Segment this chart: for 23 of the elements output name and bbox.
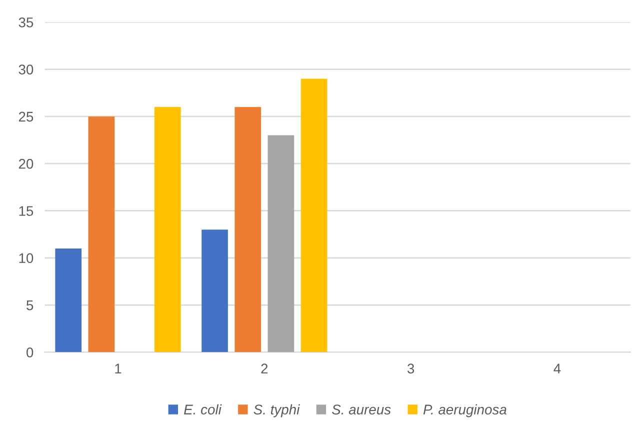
bar [55,248,82,352]
x-tick-label: 3 [407,364,414,374]
y-tick-label: 35 [18,17,34,28]
x-tick-label: 2 [261,364,268,374]
bar [268,135,294,352]
y-tick-label: 25 [18,112,34,122]
bar [154,107,181,352]
y-tick-label: 20 [18,158,34,169]
y-tick-label: 0 [26,348,34,358]
y-tick-label: 5 [26,300,34,310]
legend-label: S. typhi [254,404,300,418]
legend-label: S. aureus [332,404,391,414]
y-tick-label: 30 [18,64,34,74]
x-tick-label: 4 [554,364,561,374]
bar [300,78,328,352]
bar [234,107,262,352]
x-tick-label: 1 [115,364,122,374]
legend-label: P. aeruginosa [423,404,506,418]
legend-label: E. coli [184,404,222,414]
y-tick-label: 10 [19,253,34,264]
y-tick-label: 15 [19,206,34,216]
bar [88,116,115,352]
bar [202,230,228,352]
